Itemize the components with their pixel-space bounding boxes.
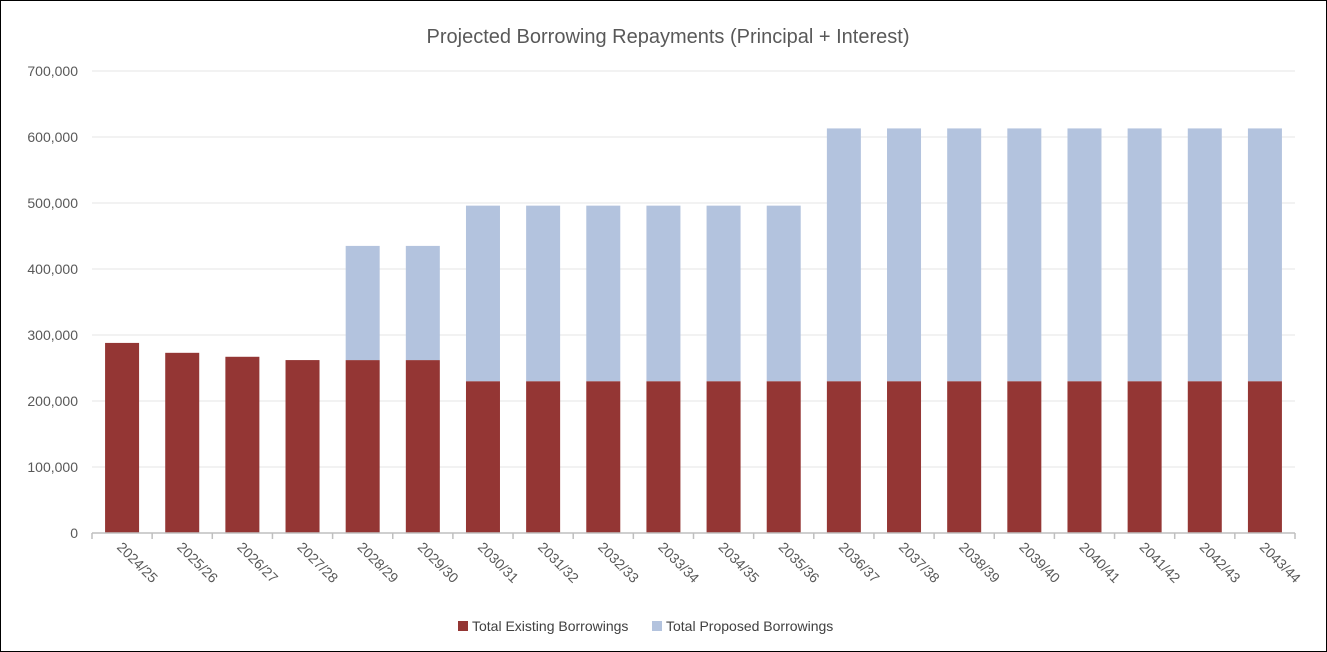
x-tick-label: 2034/35 bbox=[715, 539, 762, 586]
bar-existing-borrowings bbox=[646, 381, 681, 533]
x-tick-label: 2027/28 bbox=[294, 539, 341, 586]
y-tick-label: 300,000 bbox=[27, 327, 78, 343]
bar-proposed-borrowings bbox=[405, 245, 440, 361]
bar-existing-borrowings bbox=[285, 360, 320, 533]
bar-proposed-borrowings bbox=[1187, 128, 1222, 382]
bar-proposed-borrowings bbox=[1067, 128, 1102, 382]
x-tick-label: 2030/31 bbox=[475, 539, 522, 586]
x-tick-label: 2039/40 bbox=[1016, 539, 1063, 586]
bar-proposed-borrowings bbox=[1247, 128, 1282, 382]
legend: Total Existing Borrowings Total Proposed … bbox=[458, 618, 833, 634]
x-tick-label: 2038/39 bbox=[956, 539, 1003, 586]
x-tick-label: 2028/29 bbox=[355, 539, 402, 586]
bar-existing-borrowings bbox=[105, 342, 140, 533]
bar-proposed-borrowings bbox=[766, 205, 801, 382]
legend-label: Total Existing Borrowings bbox=[472, 618, 628, 634]
bar-existing-borrowings bbox=[1187, 381, 1222, 533]
bar-proposed-borrowings bbox=[947, 128, 982, 382]
x-tick-label: 2031/32 bbox=[535, 539, 582, 586]
bar-existing-borrowings bbox=[1127, 381, 1162, 533]
bar-existing-borrowings bbox=[405, 360, 440, 533]
bar-proposed-borrowings bbox=[646, 205, 681, 382]
y-tick-label: 100,000 bbox=[27, 459, 78, 475]
bar-proposed-borrowings bbox=[826, 128, 861, 382]
y-tick-label: 0 bbox=[70, 525, 78, 541]
bar-existing-borrowings bbox=[526, 381, 561, 533]
bar-existing-borrowings bbox=[165, 352, 200, 533]
x-tick-label: 2036/37 bbox=[836, 539, 883, 586]
y-tick-label: 200,000 bbox=[27, 393, 78, 409]
bar-proposed-borrowings bbox=[586, 205, 621, 382]
bar-existing-borrowings bbox=[345, 360, 380, 533]
bar-existing-borrowings bbox=[1067, 381, 1102, 533]
x-tick-label: 2032/33 bbox=[595, 539, 642, 586]
x-tick-label: 2025/26 bbox=[174, 539, 221, 586]
x-axis bbox=[91, 532, 1296, 539]
x-tick-label: 2042/43 bbox=[1197, 539, 1244, 586]
bar-existing-borrowings bbox=[826, 381, 861, 533]
x-tick-label: 2026/27 bbox=[234, 539, 281, 586]
bar-existing-borrowings bbox=[947, 381, 982, 533]
bar-existing-borrowings bbox=[887, 381, 922, 533]
x-tick-label: 2024/25 bbox=[114, 539, 161, 586]
bar-proposed-borrowings bbox=[1007, 128, 1042, 382]
x-tick-label: 2035/36 bbox=[776, 539, 823, 586]
x-tick-label: 2043/44 bbox=[1257, 539, 1304, 586]
y-tick-label: 600,000 bbox=[27, 129, 78, 145]
bar-existing-borrowings bbox=[465, 381, 500, 533]
legend-swatch bbox=[458, 621, 468, 631]
bar-existing-borrowings bbox=[1247, 381, 1282, 533]
legend-swatch bbox=[652, 621, 662, 631]
x-axis-ticks: 2024/25 2025/26 2026/27 2027/28 2028/29 2029/… bbox=[114, 539, 1304, 586]
bar-existing-borrowings bbox=[225, 356, 260, 533]
x-tick-label: 2041/42 bbox=[1137, 539, 1184, 586]
x-tick-label: 2037/38 bbox=[896, 539, 943, 586]
bar-proposed-borrowings bbox=[526, 205, 561, 382]
bar-existing-borrowings bbox=[1007, 381, 1042, 533]
chart-title: Projected Borrowing Repayments (Principa… bbox=[427, 26, 910, 48]
bar-proposed-borrowings bbox=[706, 205, 741, 382]
y-tick-label: 500,000 bbox=[27, 195, 78, 211]
y-axis-ticks: 0 100,000 200,000 300,000 400,000 500,000 600,… bbox=[27, 63, 78, 541]
bar-proposed-borrowings bbox=[345, 245, 380, 361]
x-tick-label: 2029/30 bbox=[415, 539, 462, 586]
legend-label: Total Proposed Borrowings bbox=[666, 618, 833, 634]
y-tick-label: 400,000 bbox=[27, 261, 78, 277]
bar-proposed-borrowings bbox=[1127, 128, 1162, 382]
bar-existing-borrowings bbox=[706, 381, 741, 533]
bar-existing-borrowings bbox=[586, 381, 621, 533]
bar-proposed-borrowings bbox=[887, 128, 922, 382]
bars bbox=[105, 128, 1282, 533]
y-tick-label: 700,000 bbox=[27, 63, 78, 79]
x-tick-label: 2033/34 bbox=[655, 539, 702, 586]
bar-existing-borrowings bbox=[766, 381, 801, 533]
gridlines bbox=[92, 70, 1295, 468]
x-tick-label: 2040/41 bbox=[1076, 539, 1123, 586]
bar-proposed-borrowings bbox=[465, 205, 500, 382]
